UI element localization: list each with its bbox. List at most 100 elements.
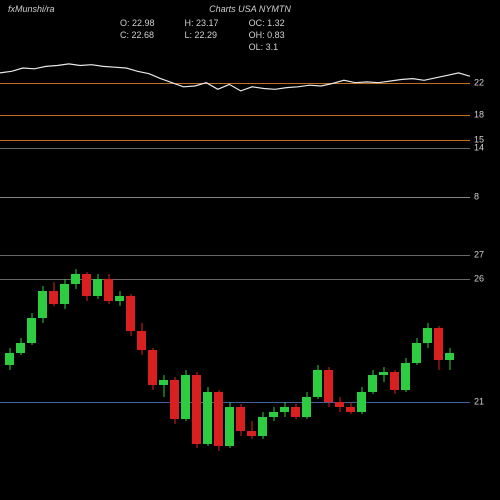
- lower-y-label: 27: [474, 250, 484, 259]
- candle-body: [302, 397, 311, 417]
- candle-body: [280, 407, 289, 412]
- stat-high: H: 23.17: [185, 18, 219, 28]
- candle-body: [49, 291, 58, 303]
- candle-body: [159, 380, 168, 385]
- upper-line-panel: 221815148: [0, 50, 470, 230]
- candle-body: [104, 279, 113, 301]
- title-left: fxMunshi/ra: [8, 4, 55, 14]
- candle: [269, 230, 278, 500]
- candle-body: [236, 407, 245, 432]
- candle: [93, 230, 102, 500]
- candle: [49, 230, 58, 500]
- candle-body: [269, 412, 278, 417]
- candle: [82, 230, 91, 500]
- candle: [60, 230, 69, 500]
- candle: [401, 230, 410, 500]
- candle: [137, 230, 146, 500]
- candle-body: [379, 372, 388, 374]
- candle: [324, 230, 333, 500]
- candle-body: [16, 343, 25, 353]
- candle: [258, 230, 267, 500]
- candle: [225, 230, 234, 500]
- candle-body: [390, 372, 399, 389]
- candle-body: [324, 370, 333, 402]
- candle-body: [313, 370, 322, 397]
- candle: [5, 230, 14, 500]
- candle: [192, 230, 201, 500]
- candle-body: [115, 296, 124, 301]
- candle: [302, 230, 311, 500]
- stat-close: C: 22.68: [120, 30, 155, 40]
- candle: [445, 230, 454, 500]
- lower-y-label: 21: [474, 397, 484, 406]
- candle-body: [357, 392, 366, 412]
- candle-body: [27, 318, 36, 343]
- candle-body: [148, 350, 157, 384]
- candle-body: [434, 328, 443, 360]
- candle: [412, 230, 421, 500]
- upper-y-label: 22: [474, 78, 484, 87]
- candle: [280, 230, 289, 500]
- candle: [27, 230, 36, 500]
- candle-body: [181, 375, 190, 419]
- lower-candle-panel: 272621: [0, 230, 470, 500]
- stat-oc: OC: 1.32: [249, 18, 285, 28]
- candle: [16, 230, 25, 500]
- candle: [423, 230, 432, 500]
- candle-body: [192, 375, 201, 444]
- candle-body: [38, 291, 47, 318]
- candle: [247, 230, 256, 500]
- candle: [71, 230, 80, 500]
- upper-y-label: 14: [474, 144, 484, 153]
- candle-body: [346, 407, 355, 412]
- candle: [115, 230, 124, 500]
- stat-low: L: 22.29: [185, 30, 219, 40]
- candle-wick: [163, 375, 164, 397]
- candle-wick: [383, 367, 384, 382]
- candle-body: [137, 331, 146, 351]
- candle: [368, 230, 377, 500]
- candle-body: [291, 407, 300, 417]
- candle-body: [71, 274, 80, 284]
- candle: [203, 230, 212, 500]
- candle: [379, 230, 388, 500]
- candle: [181, 230, 190, 500]
- candle: [434, 230, 443, 500]
- candle: [335, 230, 344, 500]
- candle: [291, 230, 300, 500]
- candle-body: [401, 363, 410, 390]
- candle: [170, 230, 179, 500]
- candle: [159, 230, 168, 500]
- candle: [236, 230, 245, 500]
- price-line: [0, 50, 470, 230]
- candle-body: [214, 392, 223, 446]
- candle: [313, 230, 322, 500]
- candle-body: [335, 402, 344, 407]
- candle-body: [93, 279, 102, 296]
- candle-body: [258, 417, 267, 437]
- candle-body: [368, 375, 377, 392]
- candle-body: [126, 296, 135, 330]
- candle-body: [225, 407, 234, 446]
- candle: [214, 230, 223, 500]
- ohlc-stats: O: 22.98 H: 23.17 OC: 1.32 C: 22.68 L: 2…: [120, 18, 285, 52]
- stat-open: O: 22.98: [120, 18, 155, 28]
- title-center: Charts USA NYMTN: [209, 4, 291, 14]
- candle-body: [423, 328, 432, 343]
- stat-oh: OH: 0.83: [249, 30, 285, 40]
- candle: [38, 230, 47, 500]
- candle: [148, 230, 157, 500]
- candle-body: [170, 380, 179, 419]
- candle-body: [247, 431, 256, 436]
- candle-body: [60, 284, 69, 304]
- candle-body: [5, 353, 14, 365]
- upper-y-label: 18: [474, 111, 484, 120]
- candle-body: [412, 343, 421, 363]
- candle: [390, 230, 399, 500]
- candle-body: [445, 353, 454, 360]
- candle: [104, 230, 113, 500]
- candle-body: [203, 392, 212, 444]
- candle: [357, 230, 366, 500]
- lower-y-label: 26: [474, 275, 484, 284]
- upper-y-label: 8: [474, 193, 479, 202]
